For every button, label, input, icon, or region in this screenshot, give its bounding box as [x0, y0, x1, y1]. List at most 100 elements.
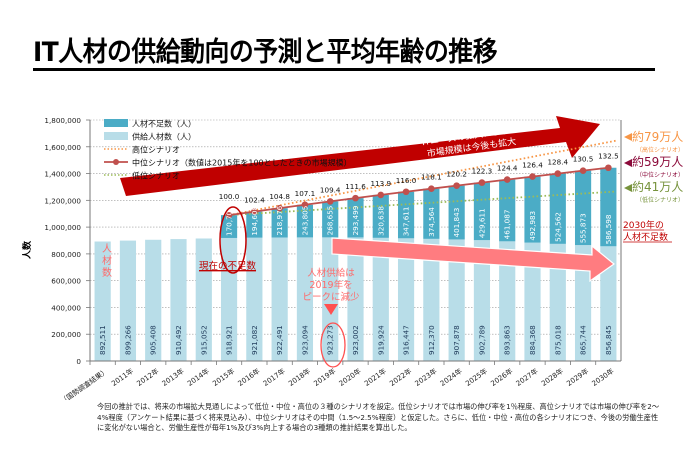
- x-tick-label: 2014年: [185, 366, 211, 388]
- legend-label: 供給人材数（人）: [132, 132, 196, 142]
- bars: [94, 167, 617, 361]
- shortage-value-label: 243,805: [300, 206, 309, 236]
- y-tick-label: 1,400,000: [44, 170, 81, 179]
- supply-bar: [94, 241, 111, 361]
- shortage-value-label: 320,638: [376, 206, 385, 236]
- shortage-2030-label-2: 人材不足数: [623, 231, 668, 243]
- x-tick-label: 2022年: [388, 366, 414, 388]
- x-tick-label: 2012年: [135, 366, 161, 388]
- mid-index-label: 100.0: [219, 192, 240, 201]
- x-tick-label: 2018年: [287, 366, 313, 388]
- shortage-bar: [524, 176, 541, 243]
- mid-scenario-point: [453, 182, 460, 189]
- supply-peak-label-1: 人材供給は: [307, 267, 355, 279]
- y-tick-label: 600,000: [51, 277, 81, 286]
- supply-bar: [448, 239, 465, 361]
- legend-label: 低位シナリオ: [132, 171, 180, 181]
- supply-bar: [423, 238, 440, 361]
- supply-bar: [119, 240, 137, 361]
- supply-value-label: 912,370: [427, 325, 436, 355]
- mid-index-label: 102.4: [244, 196, 265, 205]
- shortage-value-label: 268,655: [326, 206, 335, 236]
- scenario-lines: [225, 139, 617, 219]
- supply-bar: [574, 245, 592, 361]
- shortage-value-label: 401,843: [452, 208, 461, 238]
- supply-label-1: 人: [102, 243, 112, 255]
- supply-value-label: 893,863: [503, 325, 512, 355]
- supply-value-label: 899,266: [123, 325, 132, 355]
- shortage-2030-label-1: 2030年の: [623, 219, 664, 231]
- shortage-bar: [246, 211, 263, 238]
- supply-value-label: 875,018: [553, 325, 562, 355]
- legend: 人材不足数（人） 供給人材数（人） 高位シナリオ中位シナリオ（数値は2015年を10…: [104, 119, 352, 181]
- mid-index-label: 130.5: [573, 155, 594, 164]
- mid-scenario-point: [579, 167, 587, 174]
- mid-scenario-point: [402, 188, 410, 196]
- legend-marker: [113, 159, 119, 165]
- supply-value-label: 921,082: [250, 325, 259, 355]
- mid-scenario-point: [251, 208, 258, 215]
- legend-swatch: [104, 119, 128, 127]
- y-tick-label: 800,000: [51, 250, 81, 259]
- shortage-value-label: 374,564: [427, 207, 436, 237]
- supply-bar: [524, 242, 541, 361]
- mid-index-label: 126.4: [522, 161, 543, 170]
- x-tick-label: 2023年: [413, 366, 439, 388]
- shortage-bar: [549, 173, 566, 244]
- supply-value-label: 923,094: [300, 325, 309, 355]
- chart: 0 200,000 400,000 600,000 800,000 1,000,000 1,…: [21, 116, 684, 400]
- mid-scenario-point: [428, 185, 435, 192]
- shortage-bar: [271, 208, 288, 238]
- mid-index-label: 124.4: [497, 164, 518, 173]
- mid-scenario-point: [529, 173, 536, 180]
- high-total-sub: （高位シナリオ）: [636, 146, 684, 154]
- mid-scenario-point: [554, 170, 562, 177]
- supply-peak-label-2: 2019年を: [309, 279, 352, 291]
- shortage-bar: [600, 167, 617, 247]
- supply-peak-circle: [320, 322, 346, 368]
- mid-index-label: 113.9: [370, 179, 391, 188]
- data-labels: 892,511 899,266 905,408 910,492 915,052 918,9…: [98, 152, 619, 355]
- supply-value-label: 892,511: [98, 325, 107, 355]
- mid-index-label: 107.1: [295, 189, 316, 198]
- shortage-value-label: 492,983: [528, 211, 537, 241]
- x-tick-label: 2011年: [110, 366, 136, 388]
- y-tick-label: 0: [76, 357, 81, 366]
- supply-bar: [145, 239, 162, 361]
- supply-value-label: 856,845: [604, 325, 613, 355]
- mid-scenario-point: [276, 204, 283, 212]
- supply-bar: [246, 237, 263, 361]
- legend-label: 高位シナリオ: [132, 145, 180, 155]
- x-tick-label: 2010年（国勢調査結果）: [38, 366, 109, 400]
- mid-index-label: 109.4: [320, 185, 341, 194]
- shortage-bar: [473, 182, 491, 241]
- y-tick-label: 1,600,000: [44, 143, 81, 152]
- supply-value-label: 902,789: [477, 325, 486, 355]
- shortage-value-label: 429,611: [477, 208, 486, 238]
- y-tick-label: 1,200,000: [44, 196, 81, 205]
- mid-index-label: 118.1: [421, 173, 442, 182]
- supply-value-label: 918,921: [225, 325, 234, 355]
- mid-total-label: 約59万人: [632, 154, 683, 169]
- supply-peak-pointer-icon: [324, 304, 338, 315]
- y-tick-label: 400,000: [51, 303, 81, 312]
- supply-value-label: 910,492: [174, 325, 183, 355]
- title-underline: [33, 68, 655, 71]
- mid-scenario-point: [503, 176, 511, 183]
- mid-scenario-point: [605, 164, 612, 172]
- supply-value-label: 923,273: [326, 325, 335, 355]
- high-arrowhead-icon: [624, 133, 632, 141]
- high-scenario-line: [228, 139, 617, 216]
- supply-bar: [195, 238, 212, 361]
- current-shortage-label: 現在の不足数: [199, 260, 257, 272]
- supply-bar: [600, 246, 617, 361]
- x-tick-label: 2019年: [312, 366, 338, 388]
- shortage-bar: [423, 188, 440, 239]
- mid-scenario-point: [352, 194, 359, 202]
- supply-value-label: 923,002: [351, 325, 360, 355]
- shortage-value-label: 586,598: [604, 214, 613, 244]
- mid-arrowhead-icon: [624, 159, 632, 167]
- shortage-value-label: 194,608: [250, 206, 259, 236]
- x-tick-label: 2026年: [489, 366, 515, 388]
- supply-bar: [322, 237, 339, 361]
